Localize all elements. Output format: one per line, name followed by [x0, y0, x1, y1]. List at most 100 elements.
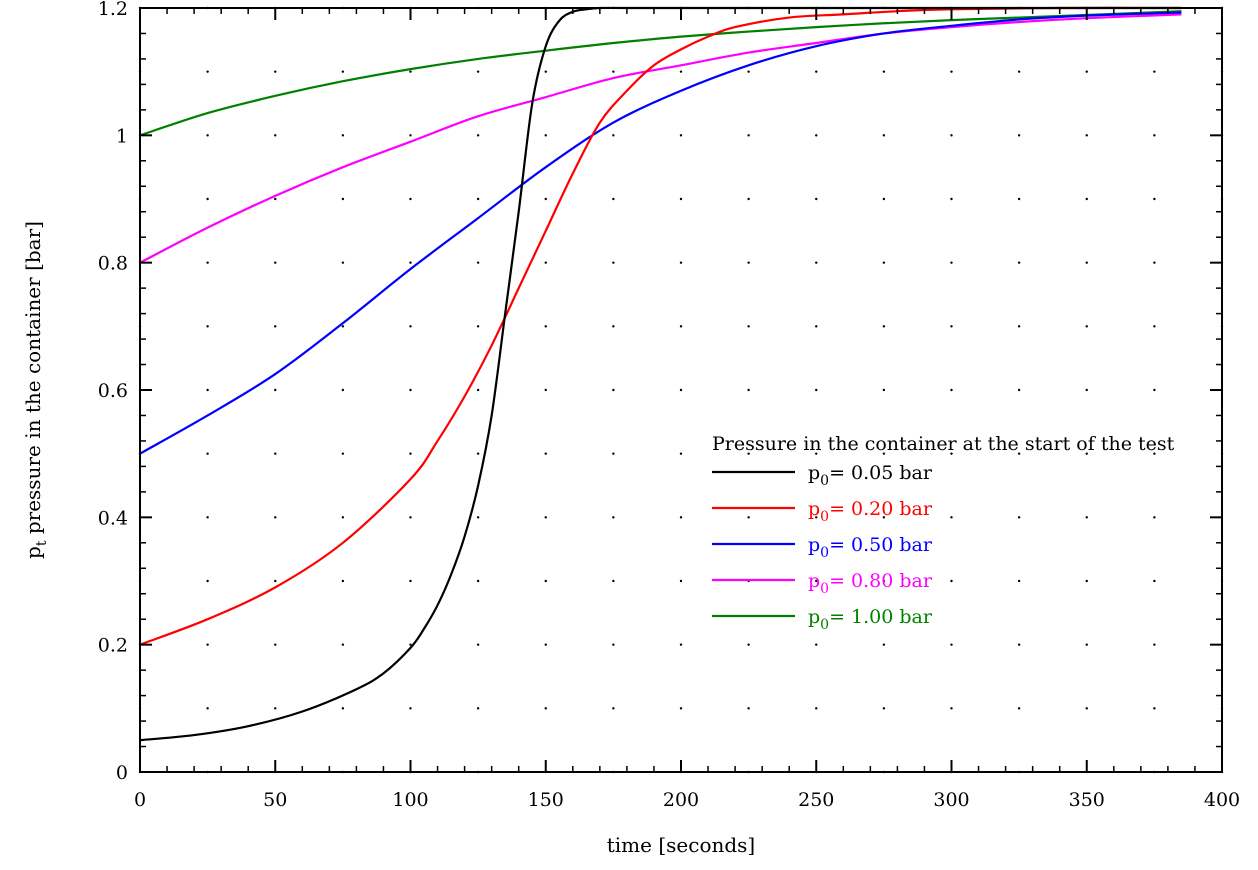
grid-dot	[1085, 197, 1088, 201]
grid-dot	[274, 452, 277, 455]
grid-dot	[950, 707, 953, 710]
y-tick-label: 1	[116, 125, 128, 147]
grid-dot	[476, 452, 480, 455]
x-tick-label: 0	[134, 789, 146, 811]
grid-dot	[679, 261, 683, 264]
grid-dot	[206, 134, 209, 137]
grid-dot	[882, 707, 886, 710]
series-line-0	[139, 6, 1182, 742]
grid-dot	[1017, 516, 1021, 519]
x-tick-label: 100	[392, 789, 428, 811]
grid-dot	[1153, 643, 1156, 646]
legend-label-text: = 0.05 bar	[829, 462, 933, 484]
series-lines	[139, 6, 1182, 742]
grid-dot	[544, 452, 547, 455]
series-line-1	[139, 6, 1182, 646]
grid-dot	[1153, 516, 1156, 519]
grid-dot	[747, 261, 750, 264]
series-line-4	[139, 10, 1182, 137]
x-tick-label: 200	[663, 789, 699, 811]
grid-dot	[679, 70, 683, 73]
grid-dot	[882, 70, 886, 73]
grid-dot	[409, 197, 412, 201]
grid-dot	[341, 388, 345, 392]
grid-dot	[1153, 579, 1156, 583]
grid-dot	[274, 707, 277, 710]
grid-dot	[747, 643, 750, 646]
grid-dot	[950, 643, 953, 646]
grid-dot	[815, 134, 818, 137]
grid-dot	[206, 643, 209, 646]
grid-dot	[274, 516, 277, 519]
x-tick-label: 250	[798, 789, 834, 811]
grid-dot	[747, 516, 750, 519]
grid	[138, 6, 1224, 774]
grid-dot	[1085, 325, 1088, 328]
grid-dot	[476, 134, 480, 137]
legend-label-symbol: p	[808, 498, 820, 520]
grid-dot	[1085, 70, 1088, 73]
grid-dot	[544, 261, 547, 264]
grid-dot	[1017, 707, 1021, 710]
grid-dot	[341, 579, 345, 583]
legend-label-symbol: p	[808, 534, 820, 556]
grid-dot	[747, 70, 750, 73]
grid-dot	[612, 707, 615, 710]
grid-dot	[476, 516, 480, 519]
grid-dot	[950, 388, 953, 392]
grid-dot	[612, 516, 615, 519]
grid-dot	[950, 197, 953, 201]
grid-dot	[679, 452, 683, 455]
grid-dot	[206, 516, 209, 519]
grid-dot	[747, 452, 750, 455]
grid-dot	[612, 134, 615, 137]
grid-dot	[747, 388, 750, 392]
grid-dot	[341, 261, 345, 264]
grid-dot	[882, 579, 886, 583]
grid-dot	[544, 516, 547, 519]
grid-dot	[612, 325, 615, 328]
grid-dot	[950, 134, 953, 137]
grid-dot	[815, 579, 818, 583]
grid-dot	[679, 325, 683, 328]
grid-dot	[409, 452, 412, 455]
grid-dot	[476, 261, 480, 264]
grid-dot	[1017, 452, 1021, 455]
grid-dot	[1017, 579, 1021, 583]
x-tick-label: 400	[1204, 789, 1240, 811]
grid-dot	[206, 325, 209, 328]
grid-dot	[544, 325, 547, 328]
grid-dot	[274, 261, 277, 264]
legend: Pressure in the container at the start o…	[712, 433, 1175, 633]
legend-label-symbol: p	[808, 606, 820, 628]
grid-dot	[476, 643, 480, 646]
grid-dot	[1153, 70, 1156, 73]
grid-dot	[1017, 643, 1021, 646]
grid-dot	[409, 325, 412, 328]
grid-dot	[815, 707, 818, 710]
grid-dot	[679, 388, 683, 392]
legend-title: Pressure in the container at the start o…	[712, 433, 1175, 455]
grid-dot	[1017, 134, 1021, 137]
grid-dot	[544, 643, 547, 646]
y-tick-label: 0.6	[98, 380, 128, 402]
grid-dot	[882, 134, 886, 137]
legend-label-4: p0= 1.00 bar	[808, 606, 933, 633]
grid-dot	[1017, 261, 1021, 264]
x-tick-label: 150	[528, 789, 564, 811]
y-tick-label: 0.4	[98, 507, 128, 529]
axis-ticks: 0 50 100 150 200 250 300 350 400 0 0.2 0.4 0.6 0.8 1 1.…	[98, 0, 1240, 811]
grid-dot	[274, 197, 277, 201]
grid-dot	[1153, 261, 1156, 264]
grid-dot	[409, 70, 412, 73]
legend-label-text: = 0.80 bar	[829, 570, 933, 592]
legend-label-text: = 0.20 bar	[829, 498, 933, 520]
x-axis-title: time [seconds]	[607, 833, 756, 857]
grid-dot	[747, 325, 750, 328]
grid-dot	[950, 516, 953, 519]
legend-label-0: p0= 0.05 bar	[808, 462, 933, 489]
grid-dot	[747, 707, 750, 710]
grid-dot	[341, 325, 345, 328]
grid-dot	[476, 197, 480, 201]
